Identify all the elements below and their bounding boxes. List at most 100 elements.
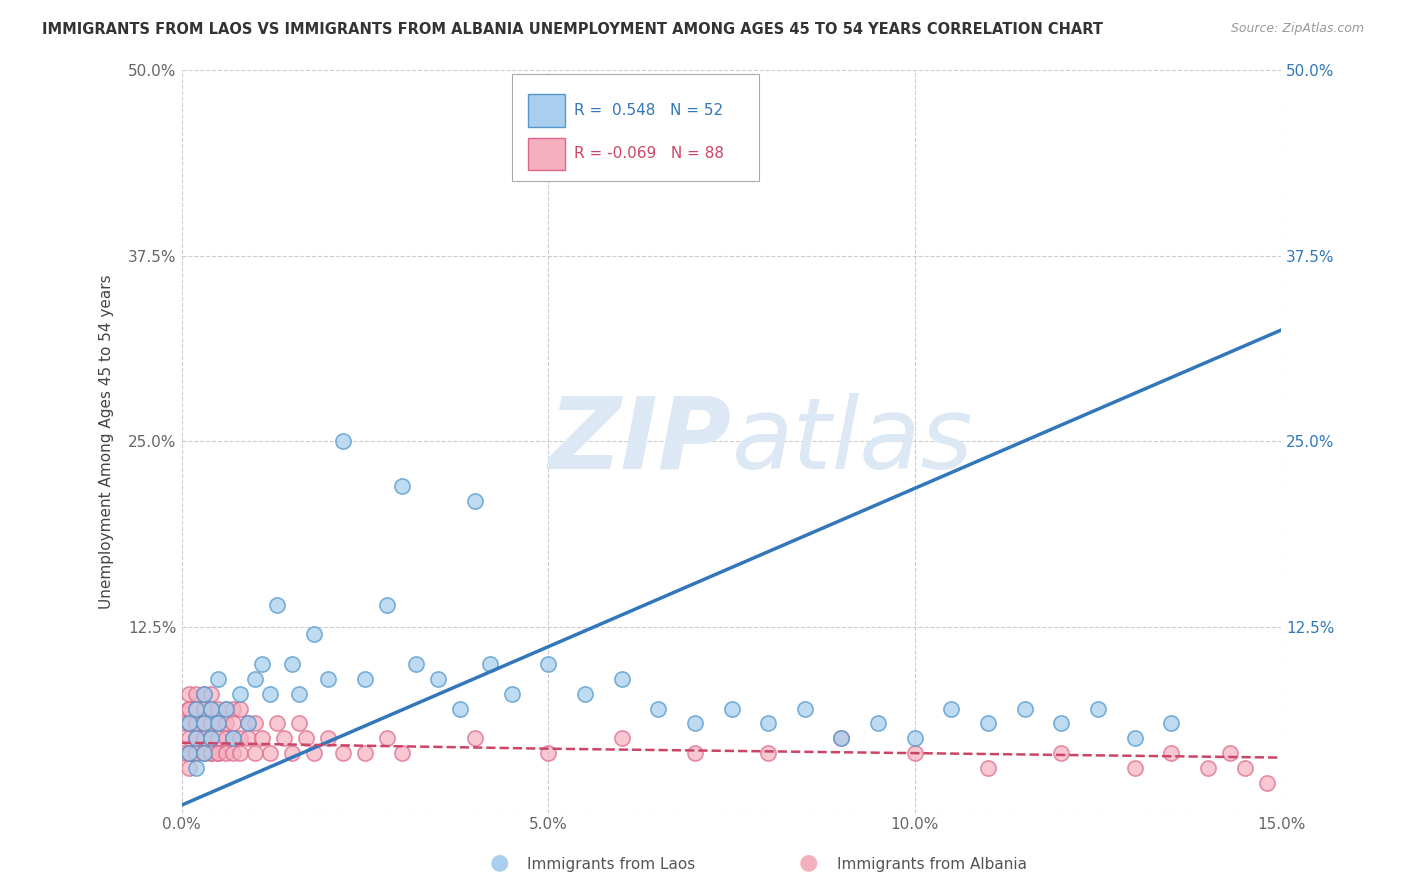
Point: [214, 701, 236, 715]
Point: [1233, 761, 1256, 775]
Point: [186, 701, 208, 715]
Point: [266, 598, 288, 612]
Point: [354, 672, 377, 686]
Point: [793, 701, 815, 715]
Point: [252, 731, 274, 746]
Point: [177, 687, 200, 701]
Point: [186, 701, 208, 715]
Point: [186, 731, 208, 746]
Point: [222, 716, 245, 731]
Point: [193, 731, 215, 746]
Point: [904, 746, 927, 760]
Point: [193, 701, 215, 715]
Point: [904, 731, 927, 746]
Y-axis label: Unemployment Among Ages 45 to 54 years: Unemployment Among Ages 45 to 54 years: [100, 274, 114, 608]
Point: [295, 731, 318, 746]
Point: [177, 746, 200, 760]
Point: [177, 746, 200, 760]
Point: [464, 493, 486, 508]
Point: [1050, 716, 1073, 731]
Point: [683, 716, 706, 731]
Point: [222, 701, 245, 715]
Point: [273, 731, 295, 746]
Point: [243, 716, 266, 731]
Point: [229, 731, 252, 746]
Point: [537, 657, 560, 671]
Point: [207, 701, 229, 715]
Point: [177, 716, 200, 731]
FancyBboxPatch shape: [529, 95, 565, 127]
Point: [200, 687, 222, 701]
Point: [236, 731, 259, 746]
Point: [207, 716, 229, 731]
Point: [1219, 746, 1241, 760]
Point: [207, 731, 229, 746]
Point: [1160, 746, 1182, 760]
Point: [302, 627, 325, 641]
Point: [280, 746, 302, 760]
Point: [537, 746, 560, 760]
Point: [501, 687, 523, 701]
Point: [193, 731, 215, 746]
Point: [200, 731, 222, 746]
Text: ●: ●: [489, 853, 509, 872]
Point: [177, 701, 200, 715]
Point: [391, 746, 413, 760]
Point: [478, 657, 501, 671]
Text: IMMIGRANTS FROM LAOS VS IMMIGRANTS FROM ALBANIA UNEMPLOYMENT AMONG AGES 45 TO 54: IMMIGRANTS FROM LAOS VS IMMIGRANTS FROM …: [42, 22, 1104, 37]
Point: [200, 701, 222, 715]
Point: [405, 657, 427, 671]
Point: [1123, 761, 1146, 775]
Point: [200, 746, 222, 760]
Point: [214, 701, 236, 715]
Point: [177, 716, 200, 731]
Point: [236, 716, 259, 731]
Point: [186, 731, 208, 746]
Point: [193, 716, 215, 731]
Point: [193, 746, 215, 760]
Point: [193, 716, 215, 731]
Point: [243, 746, 266, 760]
Point: [186, 701, 208, 715]
Point: [186, 746, 208, 760]
FancyBboxPatch shape: [529, 137, 565, 170]
Point: [610, 731, 633, 746]
Point: [977, 716, 1000, 731]
Point: [610, 672, 633, 686]
Point: [193, 746, 215, 760]
Point: [177, 746, 200, 760]
Point: [170, 746, 193, 760]
Point: [375, 731, 398, 746]
Point: [574, 687, 596, 701]
Point: [214, 731, 236, 746]
Point: [214, 716, 236, 731]
Point: [200, 701, 222, 715]
Point: [1014, 701, 1036, 715]
Point: [207, 746, 229, 760]
Point: [229, 746, 252, 760]
Point: [207, 716, 229, 731]
Point: [868, 716, 890, 731]
Text: R = -0.069   N = 88: R = -0.069 N = 88: [574, 146, 724, 161]
Point: [302, 746, 325, 760]
Point: [332, 434, 354, 449]
Point: [186, 716, 208, 731]
Point: [177, 716, 200, 731]
Point: [200, 746, 222, 760]
Point: [683, 746, 706, 760]
Point: [193, 731, 215, 746]
Point: [756, 716, 779, 731]
Point: [186, 716, 208, 731]
Point: [186, 687, 208, 701]
Point: [1123, 731, 1146, 746]
Point: [259, 746, 281, 760]
Point: [186, 761, 208, 775]
Point: [186, 746, 208, 760]
Point: [1050, 746, 1073, 760]
Point: [449, 701, 471, 715]
Point: [193, 716, 215, 731]
Text: Immigrants from Albania: Immigrants from Albania: [837, 857, 1026, 872]
Point: [756, 746, 779, 760]
Point: [375, 598, 398, 612]
Point: [1087, 701, 1109, 715]
